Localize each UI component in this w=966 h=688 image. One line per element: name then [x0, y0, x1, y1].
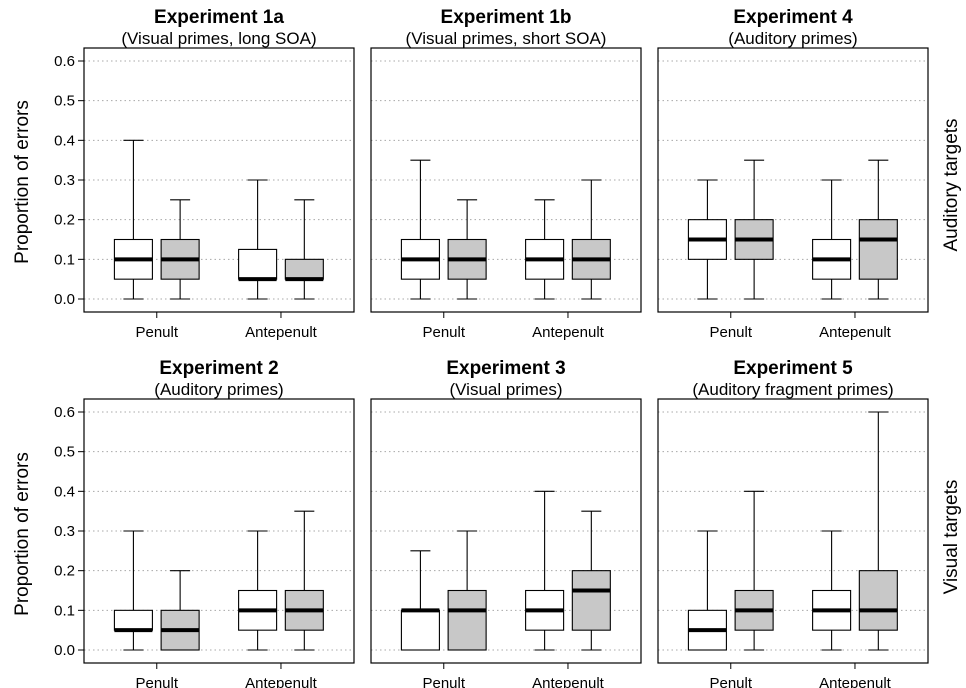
y-tick-label: 0.3	[54, 523, 75, 540]
box-antepenult-white	[525, 490, 565, 651]
box-iqr	[571, 570, 611, 631]
box-iqr	[858, 219, 898, 280]
box-antepenult-gray	[284, 510, 324, 651]
box-antepenult-white	[525, 199, 565, 300]
panel-frame	[657, 398, 929, 664]
panel-title: Experiment 2	[159, 358, 278, 379]
y-axis-label-top: Proportion of errors	[12, 100, 33, 264]
box-penult-gray	[447, 530, 487, 651]
panel-subtitle: (Auditory fragment primes)	[692, 380, 893, 399]
x-tick-label: Antepenult	[245, 324, 318, 341]
panel-subtitle: (Auditory primes)	[728, 29, 857, 48]
box-antepenult-gray	[284, 199, 324, 300]
panel-6: Experiment 5(Auditory fragment primes) Pe…	[657, 358, 929, 688]
box-iqr	[238, 248, 278, 280]
box-penult-white	[687, 530, 727, 651]
panel-3: Experiment 4(Auditory primes) Penult Antep…	[657, 7, 929, 341]
box-antepenult-gray	[858, 411, 898, 651]
box-penult-gray	[160, 570, 200, 651]
y-axis-label-bottom: Proportion of errors	[12, 452, 33, 616]
panel-frame	[370, 47, 642, 313]
box-antepenult-white	[238, 530, 278, 651]
box-iqr	[447, 589, 487, 651]
box-penult-white	[400, 159, 440, 300]
panel-subtitle: (Visual primes)	[449, 380, 562, 399]
panel-title: Experiment 1a	[154, 7, 284, 28]
y-tick-label: 0.6	[54, 53, 75, 70]
panel-title: Experiment 5	[733, 358, 853, 379]
box-antepenult-white	[238, 179, 278, 300]
box-iqr	[400, 609, 440, 651]
x-tick-label: Antepenult	[819, 675, 892, 688]
x-tick-label: Penult	[422, 324, 465, 341]
panel-frame	[657, 47, 929, 313]
panel-frame	[370, 398, 642, 664]
x-tick-label: Penult	[135, 675, 178, 688]
box-iqr	[113, 609, 153, 631]
box-antepenult-gray	[571, 179, 611, 300]
box-penult-gray	[734, 490, 774, 651]
box-iqr	[284, 258, 324, 280]
box-penult-white	[113, 139, 153, 300]
panel-2: Experiment 1b(Visual primes, short SOA) P…	[370, 7, 642, 341]
y-tick-label: 0.5	[54, 444, 75, 461]
y-tick-label: 0.4	[54, 132, 75, 149]
x-tick-label: Antepenult	[245, 675, 318, 688]
y-tick-label: 0.2	[54, 563, 75, 580]
panel-title: Experiment 1b	[441, 7, 572, 28]
box-penult-gray	[447, 199, 487, 300]
box-antepenult-gray	[571, 510, 611, 651]
x-tick-label: Penult	[422, 675, 465, 688]
panel-title: Experiment 4	[733, 7, 853, 28]
x-tick-label: Penult	[709, 324, 752, 341]
panel-subtitle: (Visual primes, long SOA)	[121, 29, 316, 48]
y-tick-label: 0.3	[54, 172, 75, 189]
box-antepenult-white	[812, 530, 852, 651]
y-tick-label: 0.0	[54, 291, 75, 308]
y-tick-label: 0.1	[54, 251, 75, 268]
y-tick-label: 0.0	[54, 642, 75, 659]
box-penult-gray	[734, 159, 774, 300]
panel-subtitle: (Visual primes, short SOA)	[406, 29, 607, 48]
box-antepenult-gray	[858, 159, 898, 300]
box-iqr	[858, 570, 898, 631]
box-penult-white	[113, 530, 153, 651]
row-label-visual-targets: Visual targets	[941, 480, 962, 595]
y-tick-label: 0.2	[54, 212, 75, 229]
panel-1: Experiment 1a(Visual primes, long SOA) 0.…	[54, 7, 355, 341]
y-tick-label: 0.5	[54, 93, 75, 110]
box-penult-white	[400, 550, 440, 651]
panel-5: Experiment 3(Visual primes) Penult Antepen…	[370, 358, 642, 688]
box-antepenult-white	[812, 179, 852, 300]
x-tick-label: Antepenult	[532, 324, 605, 341]
x-tick-label: Antepenult	[532, 675, 605, 688]
box-penult-gray	[160, 199, 200, 300]
box-penult-white	[687, 179, 727, 300]
x-tick-label: Antepenult	[819, 324, 892, 341]
panel-subtitle: (Auditory primes)	[154, 380, 283, 399]
panel-4: Experiment 2(Auditory primes) 0.0 0.1 0.2 0.…	[54, 358, 355, 688]
x-tick-label: Penult	[709, 675, 752, 688]
y-tick-label: 0.1	[54, 602, 75, 619]
x-tick-label: Penult	[135, 324, 178, 341]
row-label-auditory-targets: Auditory targets	[941, 118, 962, 251]
y-tick-label: 0.6	[54, 404, 75, 421]
y-tick-label: 0.4	[54, 483, 75, 500]
panel-title: Experiment 3	[446, 358, 565, 379]
